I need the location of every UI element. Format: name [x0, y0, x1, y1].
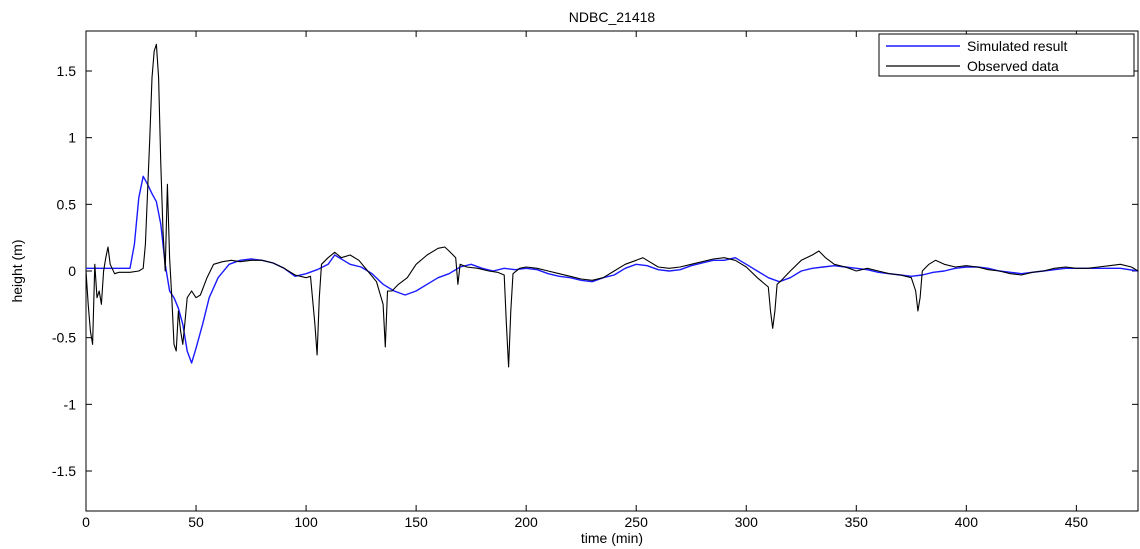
y-tick-label: -1 — [64, 396, 77, 412]
series-line-observed — [85, 43, 1139, 368]
y-tick-label: 0.5 — [57, 196, 77, 212]
x-tick-label: 450 — [1065, 514, 1089, 530]
x-tick-label: 350 — [845, 514, 869, 530]
legend-label-observed: Observed data — [967, 58, 1059, 74]
y-tick-label: -0.5 — [52, 330, 76, 346]
axis-ticks — [85, 31, 1138, 511]
legend: Simulated result Observed data — [878, 33, 1135, 77]
x-tick-label: 200 — [514, 514, 538, 530]
x-tick-label: 400 — [955, 514, 979, 530]
y-axis-tick-labels: -1.5 -1 -0.5 0 0.5 1 1.5 — [52, 63, 76, 479]
y-tick-label: -1.5 — [52, 463, 76, 479]
series-layer — [85, 43, 1139, 368]
legend-box — [878, 33, 1135, 77]
x-tick-label: 250 — [625, 514, 649, 530]
x-axis-tick-labels: 0 50 100 150 200 250 300 350 400 450 — [82, 514, 1088, 530]
x-tick-label: 300 — [735, 514, 759, 530]
y-tick-label: 0 — [68, 263, 76, 279]
chart-title: NDBC_21418 — [569, 9, 656, 25]
x-tick-label: 100 — [294, 514, 318, 530]
series-line-simulated — [86, 175, 1139, 364]
y-axis-label: height (m) — [9, 239, 25, 302]
x-tick-label: 0 — [82, 514, 90, 530]
y-tick-label: 1.5 — [57, 63, 77, 79]
x-axis-label: time (min) — [581, 530, 643, 546]
legend-label-simulated: Simulated result — [967, 38, 1067, 54]
x-tick-label: 50 — [188, 514, 204, 530]
x-tick-label: 150 — [404, 514, 428, 530]
y-tick-label: 1 — [68, 130, 76, 146]
